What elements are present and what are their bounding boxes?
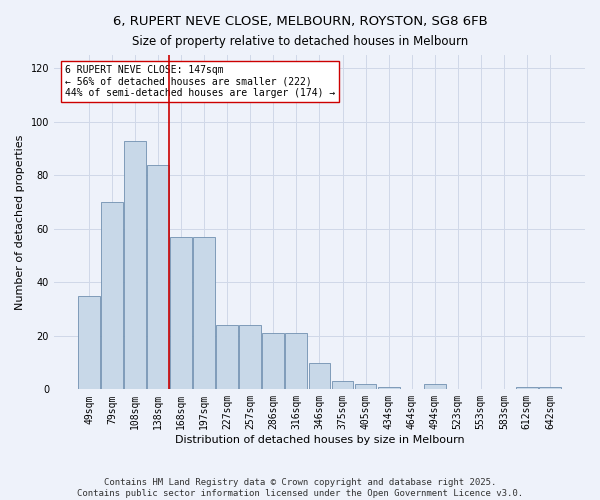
Text: Size of property relative to detached houses in Melbourn: Size of property relative to detached ho… bbox=[132, 35, 468, 48]
Text: Contains HM Land Registry data © Crown copyright and database right 2025.
Contai: Contains HM Land Registry data © Crown c… bbox=[77, 478, 523, 498]
Bar bbox=[286, 333, 307, 390]
Bar bbox=[124, 140, 146, 390]
Bar bbox=[262, 333, 284, 390]
Bar bbox=[217, 325, 238, 390]
Text: 6 RUPERT NEVE CLOSE: 147sqm
← 56% of detached houses are smaller (222)
44% of se: 6 RUPERT NEVE CLOSE: 147sqm ← 56% of det… bbox=[65, 65, 335, 98]
Bar bbox=[424, 384, 446, 390]
Bar bbox=[193, 237, 215, 390]
Bar bbox=[377, 386, 400, 390]
Text: 6, RUPERT NEVE CLOSE, MELBOURN, ROYSTON, SG8 6FB: 6, RUPERT NEVE CLOSE, MELBOURN, ROYSTON,… bbox=[113, 15, 487, 28]
Bar bbox=[101, 202, 123, 390]
Bar bbox=[332, 382, 353, 390]
Bar bbox=[308, 362, 331, 390]
Y-axis label: Number of detached properties: Number of detached properties bbox=[15, 134, 25, 310]
Bar bbox=[239, 325, 261, 390]
X-axis label: Distribution of detached houses by size in Melbourn: Distribution of detached houses by size … bbox=[175, 435, 464, 445]
Bar bbox=[78, 296, 100, 390]
Bar bbox=[539, 386, 561, 390]
Bar bbox=[147, 164, 169, 390]
Bar bbox=[355, 384, 376, 390]
Bar bbox=[170, 237, 192, 390]
Bar bbox=[516, 386, 538, 390]
